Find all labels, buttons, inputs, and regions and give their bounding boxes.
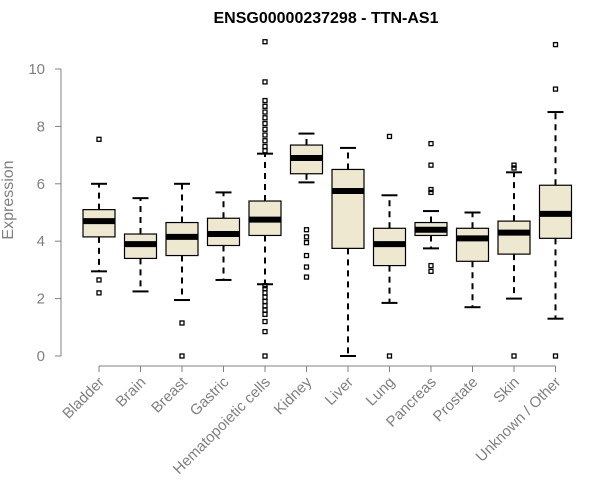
outlier-point <box>179 320 185 326</box>
outlier-point <box>262 79 268 85</box>
outlier-point <box>262 39 268 45</box>
y-tick-label: 4 <box>37 233 45 250</box>
outlier-point <box>262 290 268 296</box>
outlier-point <box>262 138 268 144</box>
outlier-point <box>303 252 310 259</box>
box-group <box>123 197 158 293</box>
outlier-point <box>262 109 268 115</box>
y-tick-label: 6 <box>37 176 45 193</box>
outlier-point <box>262 328 268 335</box>
outlier-point <box>428 268 434 274</box>
y-axis-label: Expression <box>0 160 17 239</box>
box-group <box>82 136 116 296</box>
outlier-point <box>262 103 268 109</box>
outlier-point <box>262 148 268 154</box>
box-rect <box>497 220 531 255</box>
outlier-point <box>262 311 268 318</box>
outlier-point <box>552 41 559 48</box>
y-tick-label: 8 <box>37 118 45 135</box>
outlier-point <box>262 294 268 300</box>
outlier-point <box>511 165 517 171</box>
y-tick-label: 10 <box>28 61 45 78</box>
outlier-point <box>262 283 268 289</box>
outlier-point <box>428 162 434 168</box>
x-tick-label: Prostate <box>430 374 482 426</box>
outlier-point <box>96 136 102 142</box>
outlier-point <box>303 264 310 270</box>
outlier-point <box>262 97 268 104</box>
box-group <box>331 146 365 357</box>
chart-title: ENSG00000237298 - TTN-AS1 <box>214 10 439 27</box>
x-tick-label: Liver <box>322 374 357 409</box>
outlier-point <box>262 126 268 132</box>
outlier-point <box>262 115 268 121</box>
outlier-point <box>262 298 268 305</box>
outlier-point <box>303 239 310 246</box>
box-group <box>497 162 531 359</box>
outlier-point <box>262 143 268 150</box>
outlier-point <box>262 303 268 309</box>
box-group <box>538 41 573 359</box>
box-group <box>372 133 407 359</box>
outlier-point <box>552 353 559 359</box>
x-tick-label: Lung <box>363 374 399 410</box>
box-group <box>248 39 282 359</box>
box-group <box>206 191 241 281</box>
x-tick-label: Brain <box>113 374 150 411</box>
outlier-point <box>262 120 268 127</box>
outlier-point <box>552 86 559 92</box>
y-tick-label: 0 <box>37 348 45 365</box>
outlier-point <box>303 234 310 240</box>
x-tick-label: Bladder <box>59 374 108 423</box>
box-group <box>455 211 490 309</box>
outlier-point <box>428 262 434 269</box>
outlier-point <box>96 290 102 296</box>
outlier-point <box>262 285 268 292</box>
outlier-point <box>511 162 517 168</box>
outlier-point <box>179 353 185 359</box>
box-group <box>289 132 324 280</box>
outlier-point <box>511 353 517 359</box>
box-rect <box>455 227 490 262</box>
outlier-point <box>262 353 268 359</box>
outlier-point <box>386 353 393 359</box>
outlier-point <box>303 274 310 280</box>
outlier-point <box>262 132 268 138</box>
outlier-point <box>262 318 268 325</box>
x-tick-label: Skin <box>490 374 523 407</box>
x-tick-label: Kidney <box>271 373 316 418</box>
box-group <box>165 182 199 359</box>
outlier-point <box>428 186 434 193</box>
outlier-point <box>386 133 393 140</box>
y-tick-label: 2 <box>37 291 45 308</box>
outlier-point <box>303 227 310 233</box>
outlier-point <box>96 277 102 283</box>
box-rect <box>331 168 365 249</box>
box-group <box>414 140 448 274</box>
x-tick-label: Breast <box>148 373 191 416</box>
outlier-point <box>428 140 434 147</box>
boxes-group <box>82 39 573 359</box>
outlier-point <box>428 189 434 196</box>
outlier-point <box>262 307 268 313</box>
